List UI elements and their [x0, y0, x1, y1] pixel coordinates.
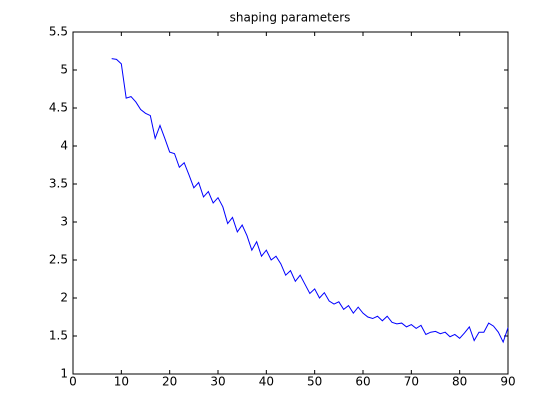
x-tick-label: 50	[307, 375, 322, 389]
y-tick-label: 5.5	[49, 25, 68, 39]
x-tick-label: 70	[404, 375, 419, 389]
axes-box	[72, 31, 509, 375]
x-tick-label: 10	[114, 375, 129, 389]
y-tick-label: 4	[60, 139, 68, 153]
x-tick-label: 80	[452, 375, 467, 389]
chart-title: shaping parameters	[230, 11, 351, 25]
data-line	[111, 58, 509, 344]
x-tick-label: 60	[355, 375, 370, 389]
y-tick-label: 2	[60, 291, 68, 305]
x-tick-label: 0	[69, 375, 77, 389]
x-tick-label: 30	[210, 375, 225, 389]
y-tick-label: 3.5	[49, 177, 68, 191]
y-tick-label: 1	[60, 367, 68, 381]
y-tick-label: 1.5	[49, 329, 68, 343]
y-tick-label: 2.5	[49, 253, 68, 267]
y-tick-label: 3	[60, 215, 68, 229]
x-tick-label: 20	[162, 375, 177, 389]
x-tick-label: 40	[259, 375, 274, 389]
y-tick-label: 4.5	[49, 101, 68, 115]
x-tick-label: 90	[500, 375, 515, 389]
y-tick-label: 5	[60, 63, 68, 77]
